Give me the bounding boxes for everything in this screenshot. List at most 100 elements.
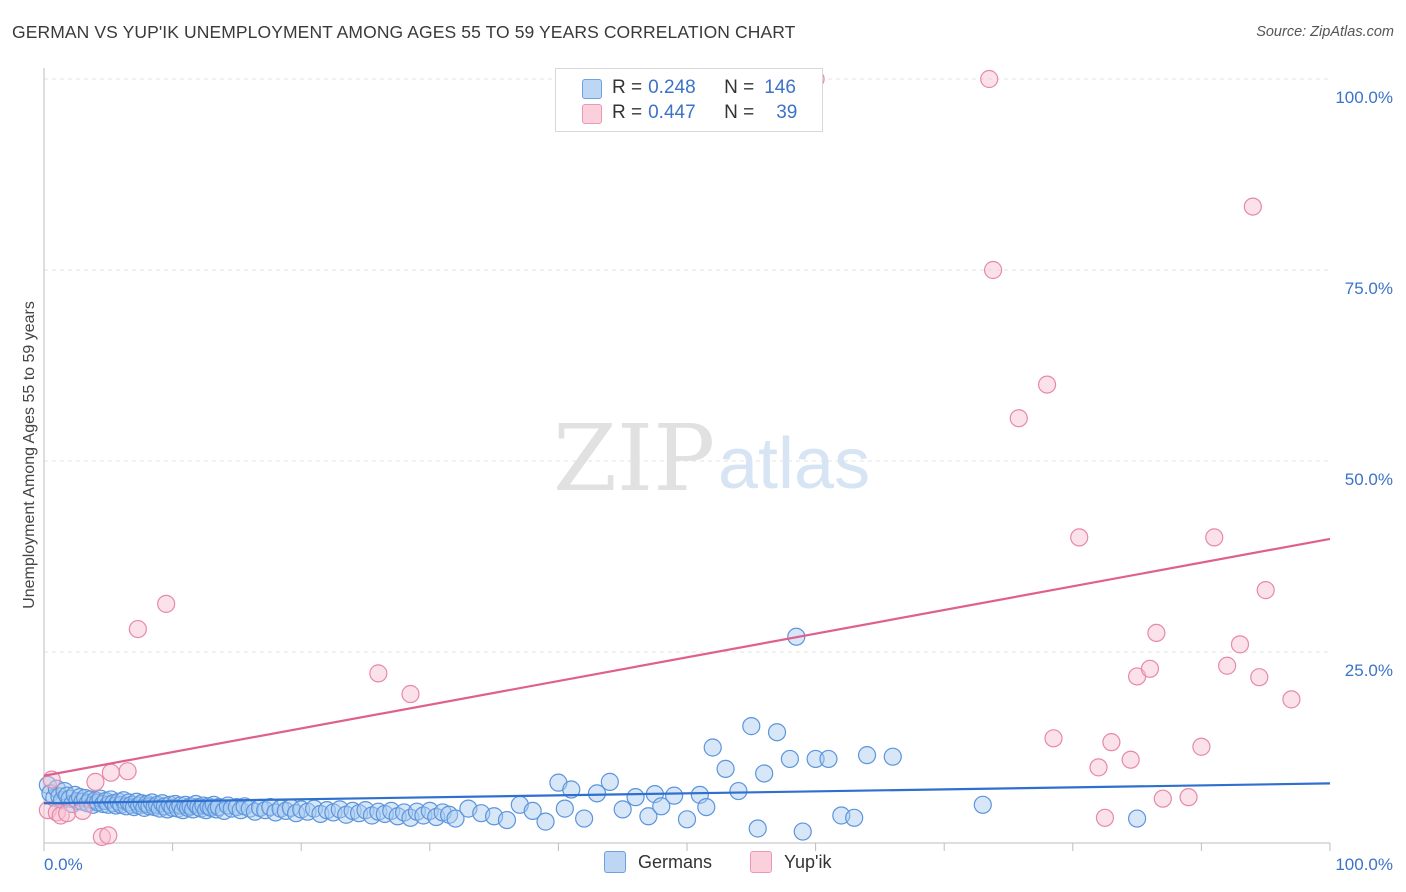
yupik-point [401, 684, 420, 704]
german-point [755, 764, 774, 783]
legend-row-yupik: R = 0.447 N = 39 [582, 102, 797, 124]
german-point [626, 788, 645, 807]
yupik-swatch [582, 104, 602, 124]
german-point [1127, 809, 1147, 828]
german-point [587, 784, 607, 803]
y-tick-labels: 100.0% 75.0% 50.0% 25.0% [1335, 88, 1393, 680]
bottom-legend-germans: Germans [604, 851, 712, 873]
yupik-point [1256, 581, 1275, 600]
yupik-point [157, 594, 176, 613]
y-axis-title: Unemployment Among Ages 55 to 59 years [21, 301, 38, 609]
legend-r-label: R = [612, 77, 643, 98]
german-point [523, 801, 542, 821]
yupik-point [99, 826, 118, 845]
german-point [665, 786, 684, 805]
yupik-trend-line [43, 537, 1331, 777]
yupik-point [1282, 690, 1301, 709]
german-point [697, 797, 716, 817]
german-point [703, 738, 722, 757]
x-tick-labels: 0.0% 100.0% [44, 855, 1393, 874]
yupik-point [1121, 750, 1140, 769]
legend-germans-r: 0.248 [648, 77, 696, 98]
german-point [857, 746, 877, 765]
german-point [613, 800, 632, 819]
german-point [748, 819, 767, 838]
watermark-zip: ZIP [553, 405, 715, 512]
bottom-legend-yupik: Yup'ik [750, 851, 831, 873]
germans-points [38, 627, 1147, 841]
german-point [536, 812, 555, 831]
yupik-point [1243, 197, 1262, 216]
yupik-point [1095, 808, 1115, 827]
yupik-point [1147, 623, 1166, 643]
german-point [446, 809, 465, 828]
y-tick-label: 50.0% [1345, 470, 1393, 489]
legend-yupik-n: 39 [776, 102, 798, 123]
yupik-point [1102, 733, 1121, 752]
german-point [600, 772, 619, 791]
yupik-point [101, 763, 120, 782]
yupik-point [1218, 656, 1237, 675]
yupik-points [38, 69, 1301, 846]
german-point [793, 822, 812, 841]
german-point [555, 799, 574, 818]
german-point [780, 749, 799, 769]
german-point [729, 781, 748, 801]
yupik-point [1230, 635, 1250, 654]
yupik-point [118, 762, 137, 781]
y-tick-label: 25.0% [1345, 661, 1393, 680]
chart-title: GERMAN VS YUP'IK UNEMPLOYMENT AMONG AGES… [12, 22, 796, 42]
yupik-point [1205, 528, 1224, 547]
x-tick-label: 0.0% [44, 855, 83, 874]
germans-legend-swatch [604, 851, 626, 873]
yupik-point [1037, 375, 1057, 394]
german-point [677, 810, 697, 829]
legend-yupik-r: 0.447 [648, 102, 696, 123]
german-point [562, 780, 581, 799]
german-point [883, 747, 902, 766]
germans-swatch [582, 79, 602, 99]
watermark: ZIP atlas [553, 405, 870, 512]
yupik-point [86, 772, 105, 791]
yupik-point [92, 827, 111, 846]
german-point [652, 797, 671, 816]
yupik-point [1192, 737, 1211, 756]
germans-legend-label: Germans [638, 851, 713, 872]
yupik-point [1140, 659, 1160, 678]
legend-germans-n: 146 [764, 77, 796, 98]
legend-n-label: N = [724, 77, 755, 98]
german-point [845, 808, 864, 827]
legend-row-germans: R = 0.248 N = 146 [582, 77, 796, 99]
yupik-point [73, 801, 92, 821]
y-tick-label: 100.0% [1335, 88, 1393, 107]
german-point [742, 717, 761, 736]
german-point [767, 723, 787, 742]
yupik-point [58, 804, 77, 823]
yupik-point [1179, 788, 1198, 807]
yupik-point [983, 260, 1003, 280]
trend-lines [43, 537, 1331, 805]
german-point [575, 809, 594, 828]
yupik-point [1250, 668, 1269, 687]
source-label: Source: ZipAtlas.com [1256, 24, 1394, 40]
correlation-legend: R = 0.248 N = 146 R = 0.447 N = 39 [555, 68, 823, 132]
yupik-point [980, 69, 999, 89]
y-tick-label: 75.0% [1345, 279, 1393, 298]
yupik-point [1009, 409, 1028, 428]
x-ticks [43, 843, 1331, 851]
german-point [716, 759, 735, 778]
german-point [819, 749, 838, 769]
germans-trend-line [43, 782, 1331, 805]
yupik-point [1153, 789, 1172, 808]
german-point [806, 749, 825, 769]
gridlines [44, 78, 1330, 653]
yupik-legend-label: Yup'ik [784, 851, 832, 872]
x-tick-label: 100.0% [1335, 855, 1393, 874]
german-point [973, 795, 992, 814]
yupik-point [128, 619, 147, 639]
yupik-legend-swatch [750, 851, 772, 873]
yupik-point [1044, 729, 1063, 748]
yupik-point [369, 664, 388, 683]
legend-r-label: R = [612, 102, 643, 123]
